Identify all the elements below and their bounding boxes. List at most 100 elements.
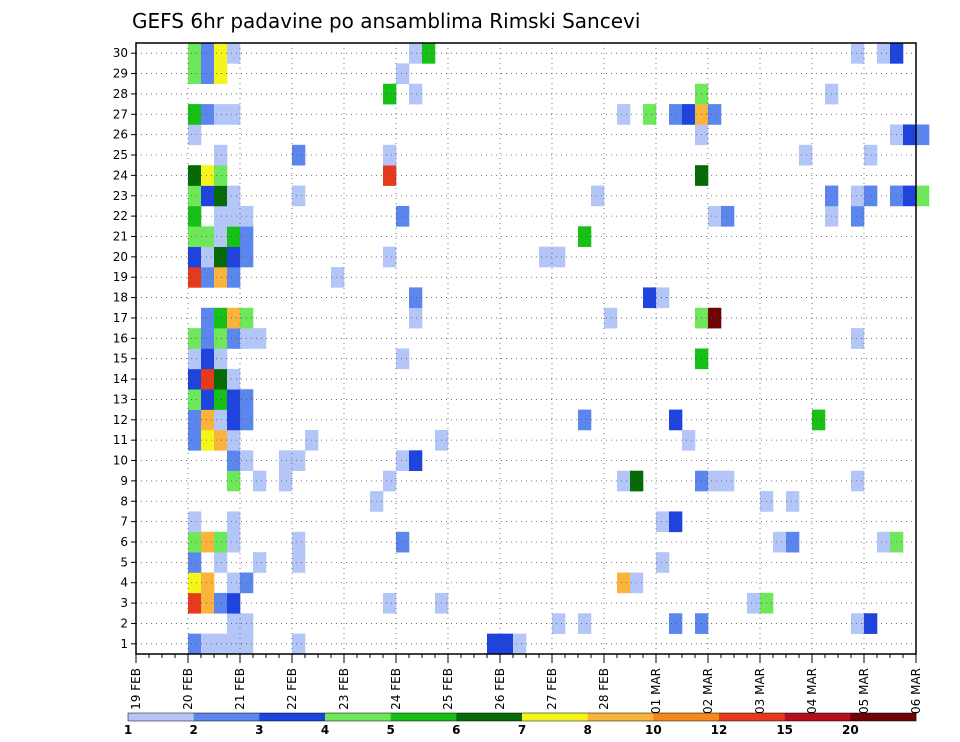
- y-tick-label: 30: [113, 46, 128, 60]
- heatmap-cell: [383, 470, 397, 492]
- heatmap-cell: [188, 348, 202, 370]
- heatmap-cell: [227, 389, 241, 410]
- heatmap-cell: [721, 205, 735, 227]
- heatmap-cell: [188, 104, 202, 125]
- heatmap-cell: [396, 63, 410, 85]
- heatmap-cell: [786, 491, 800, 512]
- heatmap-cell: [851, 205, 865, 227]
- heatmap-cell: [214, 328, 228, 349]
- heatmap-cell: [201, 104, 215, 125]
- colorbar-swatch: [325, 713, 391, 721]
- heatmap-cell: [617, 104, 631, 125]
- y-tick-label: 17: [113, 311, 128, 325]
- heatmap-cell: [253, 470, 267, 492]
- colorbar-swatch: [522, 713, 588, 721]
- colorbar-label: 2: [189, 723, 197, 737]
- heatmap-cell: [396, 450, 410, 471]
- y-tick-label: 8: [120, 494, 128, 508]
- colorbar-swatch: [390, 713, 457, 721]
- heatmap-cell: [552, 613, 566, 634]
- y-tick-label: 15: [113, 352, 128, 366]
- heatmap-cell: [851, 328, 865, 349]
- heatmap-cell: [188, 246, 202, 268]
- x-tick-label: 20 FEB: [181, 668, 195, 710]
- heatmap-cell: [292, 144, 306, 166]
- heatmap-cell: [864, 144, 878, 166]
- heatmap-cell: [227, 409, 241, 431]
- heatmap-cell: [188, 633, 202, 655]
- colorbar-swatch: [128, 713, 194, 721]
- heatmap-cell: [227, 185, 241, 207]
- heatmap-cell: [877, 43, 891, 64]
- colorbar-label: 3: [255, 723, 263, 737]
- y-tick-label: 27: [113, 107, 128, 121]
- heatmap-cell: [864, 185, 878, 207]
- heatmap-cell: [656, 511, 670, 533]
- heatmap-cell: [227, 246, 241, 268]
- y-tick-label: 6: [120, 535, 128, 549]
- heatmap-cell: [578, 613, 592, 634]
- x-tick-label: 23 FEB: [337, 668, 351, 710]
- y-tick-label: 25: [113, 148, 128, 162]
- heatmap-cell: [227, 450, 241, 471]
- heatmap-cell: [916, 124, 930, 146]
- heatmap-cell: [214, 267, 228, 288]
- heatmap-cell: [201, 63, 215, 85]
- heatmap-cell: [539, 246, 553, 268]
- heatmap-cell: [799, 144, 813, 166]
- x-tick-label: 03 MAR: [753, 668, 767, 714]
- colorbar-label: 15: [776, 723, 793, 737]
- heatmap-cell: [227, 307, 241, 329]
- colorbar-swatch: [587, 713, 654, 721]
- heatmap-cell: [201, 307, 215, 329]
- heatmap-cell: [227, 511, 241, 533]
- heatmap-cell: [669, 104, 683, 125]
- colorbar-swatch: [784, 713, 851, 721]
- heatmap-cell: [708, 307, 722, 329]
- heatmap-cell: [331, 267, 345, 288]
- heatmap-cell: [279, 450, 293, 471]
- heatmap-cell: [851, 43, 865, 64]
- colorbar-frame: [127, 712, 917, 722]
- heatmap-cell: [383, 165, 397, 186]
- heatmap-cell: [786, 531, 800, 553]
- heatmap-cell: [188, 552, 202, 573]
- heatmap-cell: [201, 246, 215, 268]
- y-tick-label: 5: [120, 555, 128, 569]
- heatmap-cell: [188, 43, 202, 64]
- heatmap-cell: [214, 531, 228, 553]
- y-tick-label: 16: [113, 331, 128, 345]
- y-tick-label: 22: [113, 209, 128, 223]
- colorbar-swatch: [653, 713, 720, 721]
- heatmap-cell: [864, 613, 878, 634]
- y-tick-label: 7: [120, 515, 128, 529]
- y-tick-label: 13: [113, 392, 128, 406]
- heatmap-cell: [214, 389, 228, 410]
- heatmap-cell: [201, 368, 215, 390]
- heatmap-cell: [188, 124, 202, 146]
- heatmap-cell: [188, 185, 202, 207]
- x-tick-label: 25 FEB: [441, 668, 455, 710]
- x-tick-label: 06 MAR: [909, 668, 923, 714]
- heatmap-cell: [812, 409, 826, 431]
- y-tick-label: 9: [120, 474, 128, 488]
- heatmap-cell: [409, 450, 423, 471]
- heatmap-cell: [188, 328, 202, 349]
- heatmap-cell: [214, 633, 228, 655]
- colorbar-label: 10: [645, 723, 662, 737]
- colorbar-label: 8: [583, 723, 591, 737]
- heatmap-cell: [201, 389, 215, 410]
- heatmap-cell: [201, 267, 215, 288]
- heatmap-cell: [578, 409, 592, 431]
- heatmap-cell: [214, 348, 228, 370]
- y-tick-label: 29: [113, 67, 128, 81]
- colorbar-label: 12: [711, 723, 728, 737]
- y-tick-label: 4: [120, 576, 128, 590]
- heatmap-cell: [773, 531, 787, 553]
- colorbar-label: 7: [518, 723, 526, 737]
- heatmap-cell: [188, 409, 202, 431]
- y-tick-label: 18: [113, 291, 128, 305]
- heatmap-cell: [617, 470, 631, 492]
- heatmap-cell: [214, 205, 228, 227]
- heatmap-cell: [188, 429, 202, 451]
